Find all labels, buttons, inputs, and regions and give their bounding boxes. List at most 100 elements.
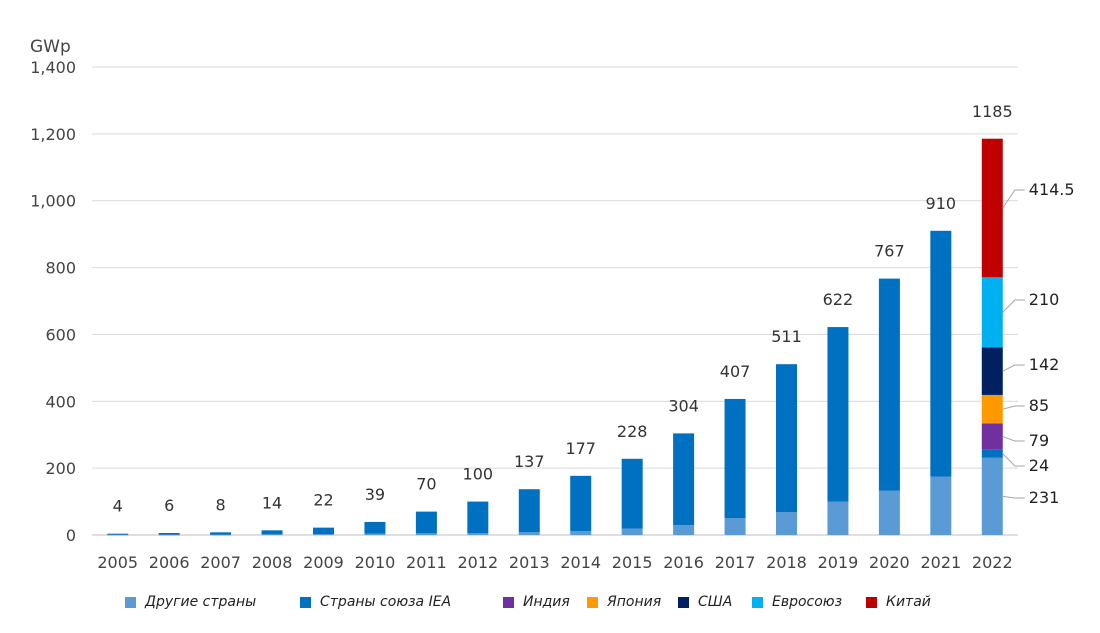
- bar-segment: [827, 501, 849, 535]
- x-tick-label: 2018: [766, 553, 807, 572]
- bar-segment: [981, 449, 1003, 458]
- x-tick-label: 2016: [663, 553, 704, 572]
- gridlines: [92, 66, 1018, 536]
- total-label: 8: [216, 495, 226, 514]
- segment-label: 85: [1029, 396, 1049, 415]
- callout-line: [1002, 405, 1025, 410]
- bar-segment: [364, 521, 386, 534]
- legend-label: Страны союза IEA: [320, 594, 452, 610]
- legend-swatch: [300, 596, 311, 608]
- bar-segment: [415, 511, 437, 534]
- total-label: 22: [313, 491, 333, 510]
- bar-segment: [158, 532, 180, 535]
- x-tick-label: 2005: [97, 553, 138, 572]
- bar-segment: [724, 398, 746, 519]
- x-tick-label: 2011: [406, 553, 447, 572]
- legend-swatch: [503, 596, 514, 608]
- x-tick-label: 2019: [818, 553, 859, 572]
- bar-segment: [570, 475, 592, 531]
- total-label: 228: [617, 422, 648, 441]
- callout-line: [1002, 436, 1025, 442]
- bar-segment: [261, 534, 283, 536]
- segment-label: 142: [1029, 355, 1060, 374]
- unit-label: GWp: [30, 37, 71, 57]
- bar-segment: [261, 530, 283, 535]
- total-label: 622: [823, 290, 854, 309]
- y-tick-label: 200: [45, 459, 76, 478]
- total-label: 4: [113, 497, 123, 516]
- segment-labels-2022: 231 24 79 85 142 210 414.5: [1002, 180, 1075, 507]
- bar-segment: [107, 534, 129, 536]
- total-label: 100: [463, 465, 494, 484]
- legend: Другие страны Страны союза IEA Индия Япония…: [0, 590, 1100, 620]
- total-labels: 4 6 8 14 22 39 70 100 137 177 228 304 407 511 622 767 91…: [113, 102, 1013, 516]
- total-label: 39: [365, 485, 385, 504]
- x-tick-label: 2006: [149, 553, 190, 572]
- total-label: 70: [416, 475, 436, 494]
- x-tick-label: 2007: [200, 553, 241, 572]
- x-tick-label: 2008: [252, 553, 293, 572]
- bar-segment: [313, 533, 334, 535]
- y-tick-label: 1,200: [30, 125, 76, 144]
- legend-swatch: [866, 596, 877, 608]
- total-label: 511: [771, 327, 802, 346]
- legend-item: Индия: [503, 594, 570, 610]
- total-label: 304: [668, 396, 699, 415]
- legend-item: Евросоюз: [752, 594, 842, 610]
- y-tick-label: 800: [45, 259, 76, 278]
- x-axis-ticks: 2005 2006 2007 2008 2009 2010 2011 2012 2013 2014…: [97, 553, 1012, 572]
- y-axis-ticks: 0 200 400 600 800 1,000 1,200 1,400: [30, 58, 76, 545]
- x-tick-label: 2012: [457, 553, 498, 572]
- callout-line: [1002, 364, 1025, 372]
- bars: [107, 138, 1003, 536]
- x-tick-label: 2010: [355, 553, 396, 572]
- total-label: 1185: [972, 102, 1013, 121]
- bar-segment: [364, 533, 386, 535]
- bar-segment: [981, 423, 1003, 450]
- legend-label: Китай: [886, 594, 931, 610]
- bar-segment: [981, 347, 1003, 395]
- legend-item: Япония: [587, 594, 661, 610]
- bar-segment: [673, 524, 695, 535]
- bar-segment: [518, 489, 540, 532]
- total-label: 14: [262, 493, 282, 512]
- segment-label: 79: [1029, 431, 1049, 450]
- x-tick-label: 2014: [560, 553, 601, 572]
- legend-swatch: [125, 596, 136, 608]
- bar-segment: [210, 532, 232, 535]
- segment-label: 231: [1029, 488, 1060, 507]
- bar-segment: [930, 230, 952, 477]
- segment-label: 210: [1029, 290, 1060, 309]
- bar-segment: [724, 518, 746, 535]
- bar-segment: [415, 533, 437, 535]
- bar-segment: [621, 528, 643, 535]
- bar-segment: [981, 277, 1003, 348]
- legend-item: Китай: [866, 594, 931, 610]
- bar-segment: [518, 531, 540, 535]
- legend-label: Евросоюз: [772, 594, 843, 610]
- callout-line: [1002, 189, 1025, 209]
- y-tick-label: 1,400: [30, 58, 76, 77]
- bar-segment: [570, 530, 592, 535]
- y-tick-label: 1,000: [30, 192, 76, 211]
- bar-segment: [930, 476, 952, 535]
- x-tick-label: 2021: [920, 553, 961, 572]
- bar-segment: [878, 278, 900, 491]
- x-tick-label: 2013: [509, 553, 550, 572]
- y-tick-label: 600: [45, 325, 76, 344]
- total-label: 767: [874, 242, 905, 261]
- bar-segment: [621, 458, 643, 529]
- bar-segment: [467, 532, 489, 535]
- bar-segment: [313, 527, 334, 534]
- bar-segment: [673, 433, 695, 525]
- legend-item: Страны союза IEA: [300, 594, 451, 610]
- callout-line: [1002, 299, 1025, 313]
- total-label: 6: [164, 496, 174, 515]
- total-label: 177: [565, 439, 596, 458]
- legend-item: США: [678, 594, 732, 610]
- x-tick-label: 2022: [972, 553, 1013, 572]
- bar-segment: [827, 327, 849, 502]
- total-label: 407: [720, 362, 751, 381]
- total-label: 910: [926, 194, 957, 213]
